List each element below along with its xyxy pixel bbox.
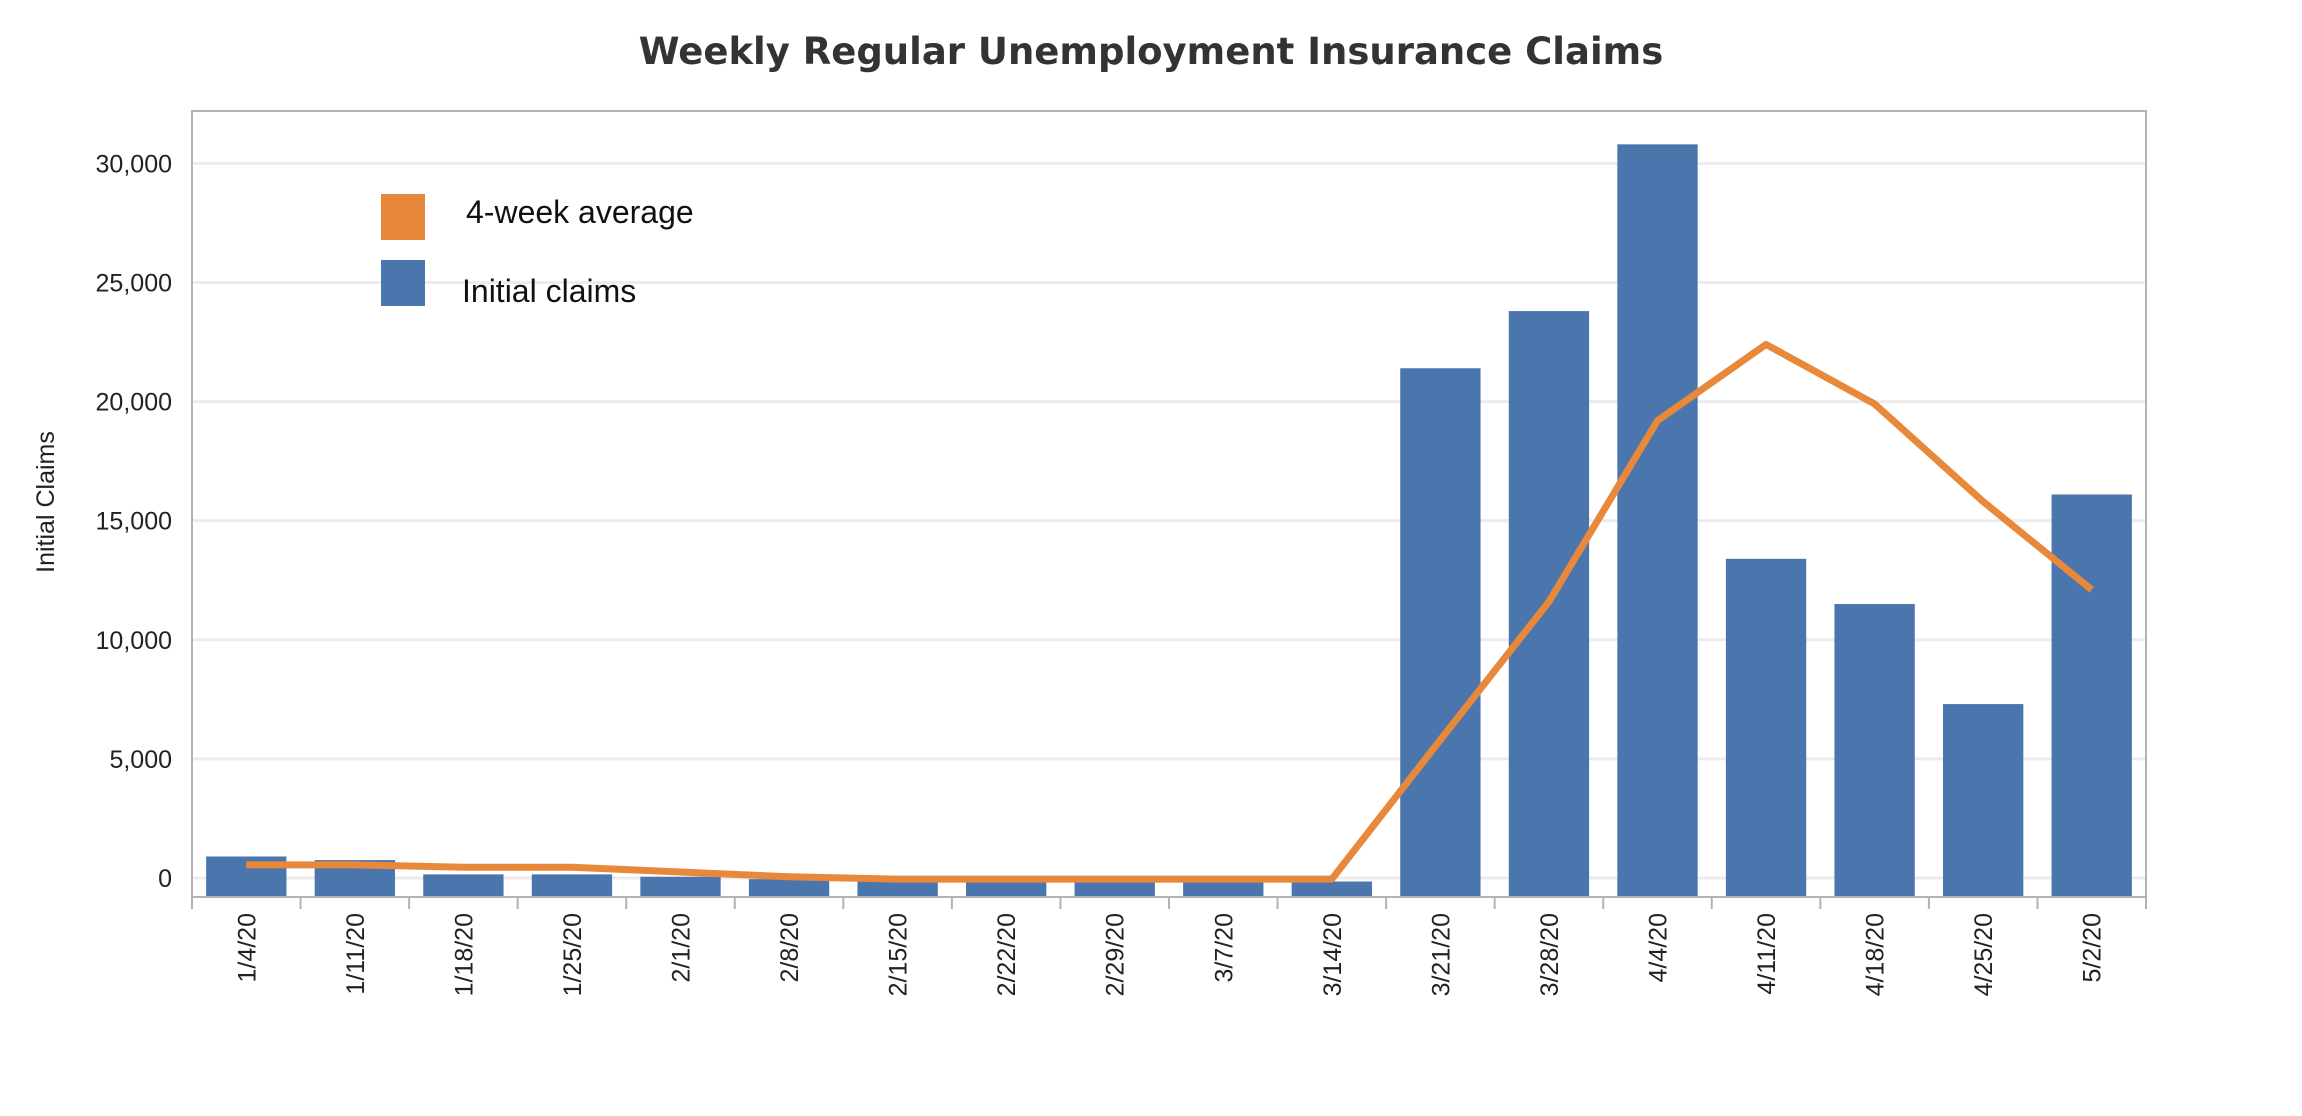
x-tick-label: 3/14/20: [1319, 913, 1347, 996]
y-tick-label: 5,000: [109, 746, 172, 774]
gridlines: [192, 161, 2146, 880]
bar: [1183, 882, 1264, 896]
bar: [857, 880, 938, 896]
x-tick-label: 3/7/20: [1210, 913, 1238, 983]
legend-swatch: [381, 260, 425, 306]
x-tick-label: 1/11/20: [342, 913, 370, 995]
y-axis: 0 5,000 10,000 15,000 20,000 25,000 30,000: [96, 150, 172, 893]
y-tick-label: 15,000: [96, 508, 172, 536]
x-tick-label: 5/2/20: [2079, 913, 2107, 983]
x-tick-label: 1/4/20: [233, 913, 261, 983]
bar: [2051, 494, 2132, 896]
bar: [1943, 704, 2024, 896]
x-tick-label: 4/18/20: [1862, 913, 1890, 996]
x-tick-label: 4/11/20: [1753, 913, 1781, 995]
bar: [1617, 144, 1698, 896]
bar: [423, 874, 504, 896]
x-tick-label: 2/29/20: [1102, 913, 1130, 996]
legend-label: 4-week average: [466, 194, 694, 230]
x-tick-label: 3/21/20: [1427, 913, 1455, 996]
y-axis-title: Initial Claims: [32, 431, 60, 573]
bar-series: [206, 144, 2132, 897]
x-tick-label: 3/28/20: [1536, 913, 1564, 996]
x-tick-label: 2/8/20: [776, 913, 804, 983]
x-tick-label: 1/18/20: [450, 913, 478, 996]
x-tick-label: 4/25/20: [1970, 913, 1998, 996]
x-tick-label: 2/22/20: [993, 913, 1021, 996]
chart-title: Weekly Regular Unemployment Insurance Cl…: [638, 30, 1664, 73]
legend-swatch: [381, 194, 425, 240]
y-tick-label: 10,000: [96, 627, 172, 655]
x-tick-label: 2/15/20: [885, 913, 913, 996]
x-axis: 1/4/20 1/11/20 1/18/20 1/25/20 2/1/20 2/8/20 2…: [191, 897, 2147, 996]
bar: [1291, 881, 1372, 896]
bar: [966, 881, 1047, 896]
bar: [531, 874, 613, 896]
y-tick-label: 30,000: [96, 150, 172, 178]
y-tick-label: 20,000: [96, 389, 172, 417]
y-tick-label: 25,000: [96, 269, 172, 297]
bar: [1074, 881, 1155, 896]
x-tick-label: 2/1/20: [668, 913, 696, 983]
legend-label: Initial claims: [462, 273, 636, 309]
bar: [748, 879, 830, 896]
line-4-week-average: [246, 340, 2094, 883]
legend: 4-week average Initial claims: [381, 194, 694, 309]
bar: [1400, 368, 1481, 897]
x-tick-label: 4/4/20: [1645, 913, 1673, 983]
bar: [1725, 558, 1807, 896]
x-tick-label: 1/25/20: [559, 913, 587, 996]
y-tick-label: 0: [158, 865, 172, 893]
bar: [1834, 604, 1915, 896]
line-series: [246, 340, 2094, 883]
bar: [640, 876, 721, 896]
